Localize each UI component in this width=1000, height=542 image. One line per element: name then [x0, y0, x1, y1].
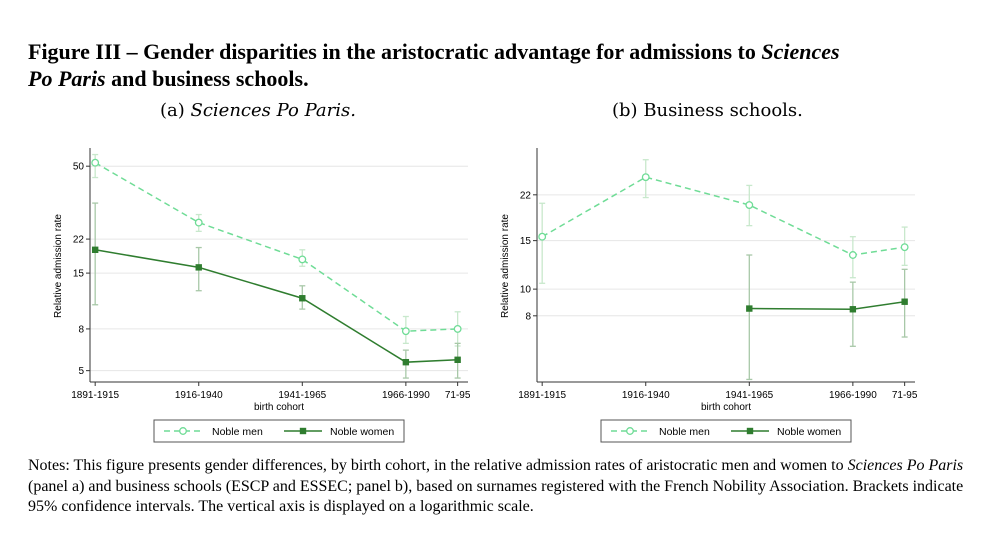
panel-a-legend-men-marker [179, 427, 187, 435]
panel-a-women-point [91, 246, 99, 254]
panel-a-x-tick-label: 1941-1965 [278, 390, 326, 401]
panel-b-x-tick-label: 71-95 [892, 390, 918, 401]
notes-prefix: Notes: This figure presents gender diffe… [28, 457, 848, 474]
panel-a-y-axis-label: Relative admission rate [53, 214, 64, 318]
panel-a-label: (a) [160, 100, 185, 121]
panel-a-men-point [194, 218, 203, 227]
title-italic-1: Sciences [761, 39, 840, 64]
panel-b-legend-women-label: Noble women [777, 426, 841, 438]
panel-a-x-tick-label: 1891-1915 [71, 390, 119, 401]
panel-b-x-tick-label: 1941-1965 [725, 390, 773, 401]
panel-a-men-point [453, 324, 462, 333]
panel-b-y-axis-label: Relative admission rate [500, 214, 511, 318]
panel-a-women-point [195, 264, 202, 271]
panel-b-men-line [541, 176, 905, 256]
panel-b-women-line [749, 300, 905, 311]
panel-b-x-tick-label: 1916-1940 [622, 390, 670, 401]
panel-b-legend-men-marker [626, 427, 634, 435]
figure-title: Figure III – Gender disparities in the a… [28, 38, 978, 92]
panel-a-x-tick-label: 1916-1940 [175, 390, 223, 401]
panel-a-caption: (a) Sciences Po Paris. [160, 100, 356, 121]
chart-panel-b: 8 10 15 22 1891-1915 1916-1940 1941-1965 1966-1… [500, 148, 918, 443]
panel-a-women-point [454, 356, 461, 363]
panel-a-legend-women-label: Noble women [330, 426, 394, 438]
panel-a-y-tick-label: 5 [78, 366, 84, 377]
figure-notes: Notes: This figure presents gender diffe… [28, 456, 978, 518]
panel-b-women-point [849, 306, 857, 313]
chart-panel-a: 5 8 15 22 50 1891-1915 1916-1940 1941-1965 1966-… [53, 148, 471, 443]
panel-b-x-tick-label: 1966-1990 [829, 390, 877, 401]
panel-b-caption: (b) Business schools. [612, 100, 803, 121]
title-text: Figure III – Gender disparities in the a… [28, 39, 762, 64]
panel-b-y-tick-label: 8 [525, 311, 531, 322]
notes-italic: Sciences Po Paris [847, 457, 964, 474]
panel-a-title: Sciences Po Paris. [190, 100, 356, 121]
panel-a-legend-women-marker [299, 427, 307, 435]
panel-b-y-tick-label: 10 [520, 285, 532, 296]
panel-a-x-tick-label: 1966-1990 [382, 390, 430, 401]
panel-a-x-axis-label: birth cohort [254, 402, 304, 413]
panel-a-legend-men-label: Noble men [212, 426, 263, 438]
panel-b-title: Business schools. [643, 100, 803, 121]
panel-a-men-point [298, 255, 307, 264]
panel-b-legend-box [600, 419, 852, 443]
panel-b-men-point [745, 201, 754, 209]
panel-b-women-point [746, 305, 753, 312]
panel-b-y-tick-label: 15 [520, 236, 532, 247]
panel-b-legend-men-label: Noble men [659, 426, 710, 438]
panel-b-label: (b) [612, 100, 638, 121]
panel-b-legend: Noble men Noble women [600, 419, 852, 443]
panel-a-y-tick-label: 15 [73, 269, 85, 280]
panel-a-men-point [401, 327, 410, 336]
panel-a-men-point [91, 158, 100, 167]
panel-b-men-point [538, 232, 547, 241]
panel-b-x-axis-label: birth cohort [701, 402, 751, 413]
panel-a-legend: Noble men Noble women [153, 419, 405, 443]
panel-b-men-point [900, 243, 909, 252]
panel-a-y-tick-label: 22 [73, 235, 85, 246]
panel-b-legend-women-marker [746, 427, 754, 435]
panel-b-women-point [901, 298, 908, 305]
panel-b-x-tick-label: 1891-1915 [518, 390, 566, 401]
panel-a-women-line [95, 249, 458, 363]
panel-b-men-point [848, 251, 857, 259]
panel-a-men-line [94, 162, 458, 332]
panel-b-y-tick-label: 22 [520, 190, 532, 201]
title-italic-2: Po Paris [28, 66, 106, 91]
title-end: and business schools. [105, 66, 309, 91]
panel-b-men-point [641, 173, 650, 182]
panel-a-x-tick-label: 71-95 [445, 390, 471, 401]
notes-suffix: (panel a) and business schools (ESCP and… [28, 477, 964, 516]
panel-a-women-point [402, 358, 410, 366]
panel-a-legend-box [153, 419, 405, 443]
panel-a-women-point [299, 295, 306, 302]
panel-a-y-tick-label: 8 [78, 324, 84, 335]
panel-a-y-tick-label: 50 [73, 162, 85, 173]
